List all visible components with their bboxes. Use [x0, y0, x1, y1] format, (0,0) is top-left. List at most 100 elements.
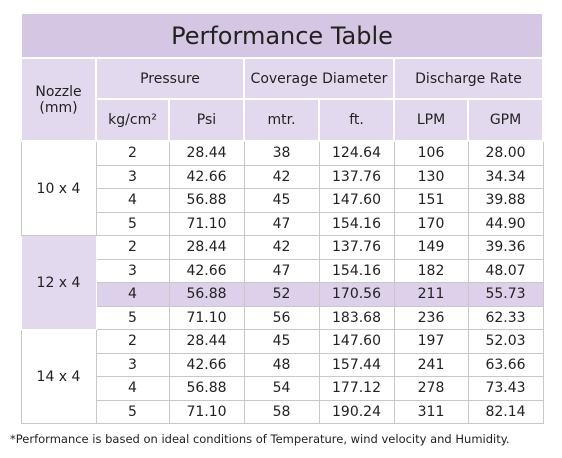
data-row: 5 71.10 47 154.16 170 44.90 [21, 211, 544, 236]
data-cell: 48.07 [467, 258, 544, 283]
data-cell: 241 [393, 352, 469, 377]
data-row: 3 42.66 48 157.44 241 63.66 [21, 352, 544, 377]
table-wrap: Performance Table Nozzle (mm) Pressure C… [20, 12, 544, 424]
data-cell: 151 [393, 188, 469, 213]
data-cell: 45 [243, 188, 320, 213]
data-cell: 4 [95, 376, 170, 401]
data-cell: 137.76 [318, 235, 395, 260]
data-row: 12 x 4 2 28.44 42 137.76 149 39.36 [20, 235, 544, 330]
data-cell: 56.88 [168, 188, 245, 213]
data-cell: 42 [243, 164, 320, 189]
data-cell: 71.10 [168, 399, 245, 424]
data-row: 4 56.88 54 177.12 278 73.43 [21, 376, 544, 401]
data-cell: 3 [95, 258, 170, 283]
data-cell: 45 [243, 329, 320, 354]
unit-header: kg/cm² [95, 98, 170, 142]
nozzle-cell: 12 x 4 [20, 235, 97, 330]
data-cell: 39.88 [467, 188, 544, 213]
data-cell: 62.33 [467, 305, 544, 330]
data-cell: 58 [243, 399, 320, 424]
data-cell: 190.24 [318, 399, 395, 424]
data-cell: 278 [393, 376, 469, 401]
data-cell: 5 [95, 399, 170, 424]
nozzle-cell: 14 x 4 [20, 329, 97, 424]
data-cell: 56.88 [168, 282, 245, 307]
data-cell: 42.66 [168, 258, 245, 283]
data-cell: 54 [243, 376, 320, 401]
data-cell: 71.10 [168, 305, 245, 330]
data-cell: 28.44 [168, 329, 245, 354]
data-cell: 2 [95, 235, 170, 260]
data-cell: 34.34 [467, 164, 544, 189]
data-cell: 5 [95, 211, 170, 236]
data-cell: 157.44 [318, 352, 395, 377]
data-cell: 63.66 [467, 352, 544, 377]
table-title: Performance Table [20, 12, 544, 59]
data-cell: 48 [243, 352, 320, 377]
data-row: 3 42.66 47 154.16 182 48.07 [21, 258, 544, 283]
data-cell: 3 [95, 164, 170, 189]
data-cell: 170 [393, 211, 469, 236]
data-cell: 71.10 [168, 211, 245, 236]
data-cell: 44.90 [467, 211, 544, 236]
data-cell: 124.64 [318, 140, 395, 166]
data-cell: 42.66 [168, 352, 245, 377]
coverage-header: Coverage Diameter [243, 57, 395, 100]
data-row: 14 x 4 2 28.44 45 147.60 197 52.03 [20, 329, 544, 424]
data-cell: 211 [393, 282, 469, 307]
data-cell: 42 [243, 235, 320, 260]
data-cell: 2 [95, 140, 170, 166]
data-cell: 28.44 [168, 140, 245, 166]
data-cell: 170.56 [318, 282, 395, 307]
data-cell: 106 [393, 140, 469, 166]
data-cell: 236 [393, 305, 469, 330]
data-cell: 311 [393, 399, 469, 424]
data-row: 4 56.88 45 147.60 151 39.88 [21, 188, 544, 213]
data-cell: 39.36 [467, 235, 544, 260]
data-cell: 182 [393, 258, 469, 283]
data-cell: 82.14 [467, 399, 544, 424]
data-cell: 5 [95, 305, 170, 330]
unit-header: ft. [318, 98, 395, 142]
data-row: 5 71.10 56 183.68 236 62.33 [21, 305, 544, 330]
data-cell: 28.44 [168, 235, 245, 260]
discharge-header: Discharge Rate [393, 57, 544, 100]
data-row: 3 42.66 42 137.76 130 34.34 [21, 164, 544, 189]
data-cell: 137.76 [318, 164, 395, 189]
data-cell: 52 [243, 282, 320, 307]
unit-header: Psi [168, 98, 245, 142]
data-cell: 2 [95, 329, 170, 354]
data-cell: 28.00 [467, 140, 544, 166]
data-row: 4 56.88 52 170.56 211 55.73 [21, 282, 544, 307]
data-cell: 4 [95, 282, 170, 307]
unit-header: mtr. [243, 98, 320, 142]
data-cell: 73.43 [467, 376, 544, 401]
nozzle-cell: 10 x 4 [20, 140, 97, 236]
nozzle-header: Nozzle (mm) [20, 57, 97, 142]
data-row: 10 x 4 2 28.44 38 124.64 106 28.00 [20, 140, 544, 236]
data-cell: 3 [95, 352, 170, 377]
data-cell: 177.12 [318, 376, 395, 401]
unit-header: LPM [393, 98, 469, 142]
pressure-header: Pressure [95, 57, 245, 100]
data-cell: 52.03 [467, 329, 544, 354]
data-row: 5 71.10 58 190.24 311 82.14 [21, 399, 544, 424]
data-cell: 47 [243, 211, 320, 236]
data-cell: 4 [95, 188, 170, 213]
data-cell: 56.88 [168, 376, 245, 401]
unit-header: GPM [467, 98, 544, 142]
data-cell: 42.66 [168, 164, 245, 189]
footnote: *Performance is based on ideal condition… [10, 432, 510, 446]
data-cell: 147.60 [318, 188, 395, 213]
data-cell: 56 [243, 305, 320, 330]
data-cell: 149 [393, 235, 469, 260]
data-cell: 130 [393, 164, 469, 189]
data-cell: 38 [243, 140, 320, 166]
data-cell: 47 [243, 258, 320, 283]
data-cell: 154.16 [318, 211, 395, 236]
data-cell: 55.73 [467, 282, 544, 307]
data-cell: 197 [393, 329, 469, 354]
data-cell: 183.68 [318, 305, 395, 330]
performance-table: Performance Table Nozzle (mm) Pressure C… [20, 12, 544, 424]
